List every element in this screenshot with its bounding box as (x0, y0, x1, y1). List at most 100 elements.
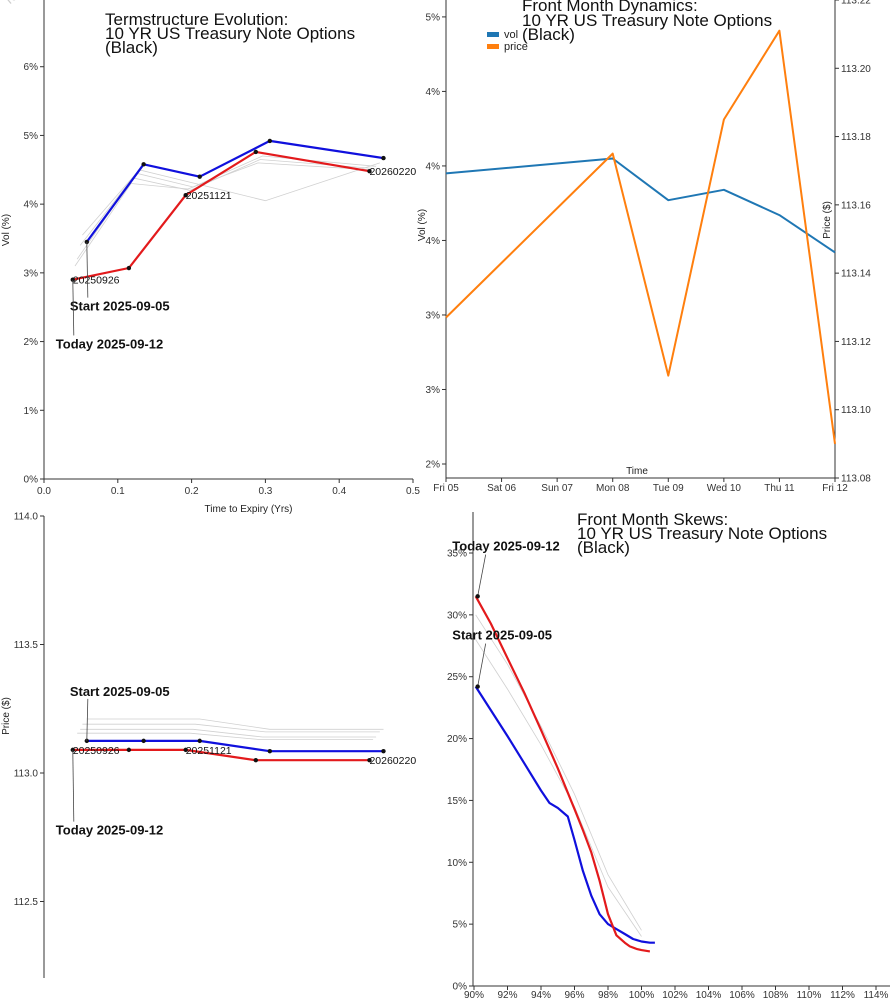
skews-title: Front Month Skews: 10 YR US Treasury Not… (577, 510, 827, 557)
x-axis-label: Time (626, 466, 648, 477)
y-tick-label: 25% (447, 672, 467, 683)
x-tick-label: 0.2 (185, 486, 199, 497)
title-line: Front Month Skews: (577, 510, 728, 529)
termstructure-title: Termstructure Evolution: 10 YR US Treasu… (105, 10, 355, 57)
x-tick-label: Fri 05 (433, 483, 459, 494)
y-tick-label: 3% (426, 385, 441, 396)
y-tick-label: 0% (24, 475, 39, 486)
data-point (253, 149, 259, 155)
title-line: Front Month Dynamics: (522, 0, 698, 15)
y-tick-label: 112.5 (14, 897, 39, 908)
history-line (82, 162, 380, 236)
y-tick-label: 6% (24, 62, 39, 73)
y2-tick-label: 113.08 (841, 474, 871, 485)
y-tick-label: 3% (24, 268, 39, 279)
x-tick-label: 98% (598, 990, 618, 1000)
y-tick-label: 113.0 (14, 769, 39, 780)
x-tick-label: 96% (564, 990, 584, 1000)
x-tick-label: 106% (729, 990, 755, 1000)
annotation-label: Start 2025-09-05 (70, 299, 170, 314)
x-axis-label: Time to Expiry (Yrs) (205, 504, 293, 515)
annotation-label: Today 2025-09-12 (56, 336, 163, 351)
y-tick-label: 4% (426, 87, 441, 98)
annotation-leader (477, 643, 487, 687)
y-tick-label: 5% (24, 131, 39, 142)
x-tick-label: Fri 12 (822, 483, 848, 494)
data-point (381, 155, 386, 161)
data-point (126, 747, 132, 753)
series-line-price (445, 29, 836, 445)
x-tick-label: 100% (629, 990, 655, 1000)
y-tick-label: 10% (447, 858, 467, 869)
y-tick-label: 30% (447, 610, 467, 621)
point-label: 20251121 (186, 745, 232, 757)
dynamics-title: Front Month Dynamics: 10 YR US Treasury … (522, 0, 772, 44)
point-label: 20250926 (73, 745, 120, 757)
y-tick-label: 20% (447, 734, 467, 745)
data-point (183, 747, 188, 753)
x-tick-label: 90% (464, 990, 484, 1000)
data-point (253, 757, 259, 763)
annotation-leader (477, 554, 487, 597)
title-line: 10 YR US Treasury Note Options (577, 524, 827, 543)
x-tick-label: 108% (763, 990, 789, 1000)
annotation-point (475, 594, 480, 599)
annotation-label: Start 2025-09-05 (452, 628, 552, 643)
title-line: Termstructure Evolution: (105, 10, 288, 29)
y-tick-label: 0% (453, 982, 468, 993)
series-line (85, 139, 384, 243)
y2-tick-label: 113.22 (841, 0, 871, 7)
dynamics-legend: vol price (487, 29, 528, 53)
title-line: (Black) (522, 25, 575, 44)
title-line: 10 YR US Treasury Note Options (105, 24, 355, 43)
y2-tick-label: 113.12 (841, 337, 871, 348)
annotation-leader (72, 749, 75, 822)
series-line (72, 150, 370, 281)
y-tick-label: 5% (426, 12, 441, 23)
data-point (141, 162, 146, 167)
x-tick-label: 102% (662, 990, 688, 1000)
data-point (183, 193, 188, 198)
legend-label-price: price (504, 41, 528, 53)
series-line-vol (445, 157, 836, 254)
termstructure-panel: Termstructure Evolution: 10 YR US Treasu… (1, 0, 420, 515)
data-point (367, 757, 372, 763)
data-point (267, 138, 273, 144)
watermark: Ter (0, 0, 24, 8)
history-line (76, 159, 374, 260)
x-tick-label: 0.5 (406, 486, 420, 497)
x-tick-label: Mon 08 (596, 483, 630, 494)
y2-tick-label: 113.18 (841, 132, 871, 143)
x-tick-label: 112% (830, 990, 855, 1000)
y-axis-label: Vol (%) (1, 214, 12, 246)
y-tick-label: 2% (426, 460, 441, 471)
y2-tick-label: 113.20 (841, 64, 871, 75)
x-tick-label: 94% (531, 990, 551, 1000)
history-line (475, 614, 642, 931)
y2-axis-label: Price ($) (822, 201, 833, 239)
history-line (80, 728, 377, 738)
y-tick-label: 35% (447, 549, 467, 560)
y-tick-label: 5% (453, 920, 468, 931)
y-tick-label: 2% (24, 337, 39, 348)
y-tick-label: 4% (426, 161, 441, 172)
y-tick-label: 1% (24, 406, 39, 417)
x-tick-label: Sat 06 (487, 483, 516, 494)
data-point (141, 738, 146, 744)
point-label: 20250926 (73, 275, 120, 287)
legend-label-vol: vol (504, 29, 518, 41)
data-point (126, 265, 132, 271)
data-point (197, 174, 202, 179)
title-line: (Black) (577, 538, 630, 557)
y-tick-label: 15% (447, 796, 467, 807)
x-tick-label: 92% (497, 990, 517, 1000)
point-label: 20260220 (369, 166, 416, 178)
data-point (197, 738, 202, 744)
y2-tick-label: 113.14 (841, 269, 871, 280)
annotation-label: Today 2025-09-12 (56, 823, 163, 838)
history-line (77, 732, 374, 740)
series-line (474, 595, 651, 953)
x-tick-label: 0.3 (258, 486, 272, 497)
y2-tick-label: 113.10 (841, 405, 871, 416)
